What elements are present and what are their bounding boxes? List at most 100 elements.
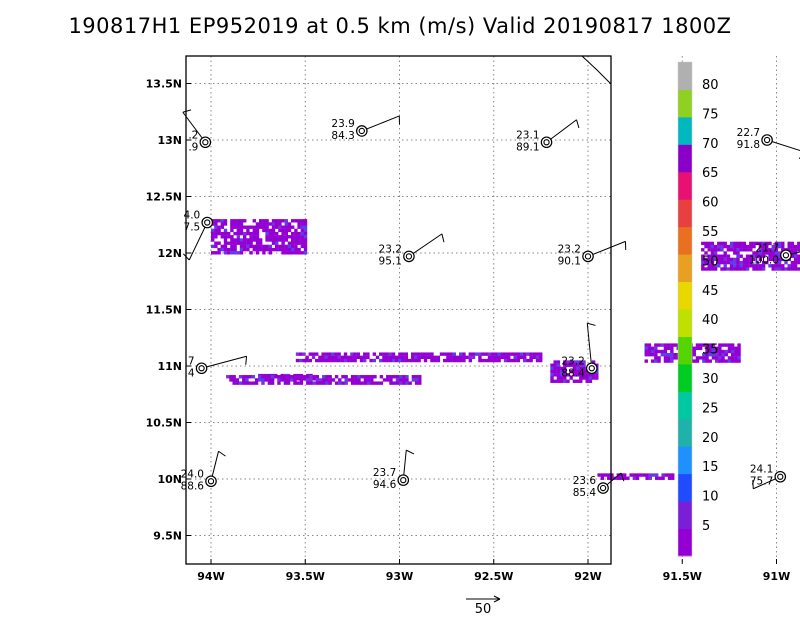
wind-barb-flag [406,449,415,455]
wind-cell [350,358,354,363]
wind-cell [733,267,737,271]
wind-cell [742,267,747,271]
wind-cell [379,358,383,363]
wind-cell [507,355,511,360]
wind-cell [265,222,269,226]
wind-cell [771,248,775,252]
wind-cell [550,379,554,383]
wind-cell [781,241,785,246]
wind-cell [539,352,543,356]
wind-cell [223,228,228,233]
wind-cell [654,353,658,357]
wind-cell [281,225,285,229]
wind-cell [214,241,218,245]
colorbar-label: 80 [702,78,719,93]
wind-cell [793,254,798,258]
wind-cell [768,254,772,258]
wind-cell [382,358,386,363]
wind-cell [579,373,583,377]
wind-cell [271,231,276,236]
wind-cell [710,264,715,268]
wind-cell [726,244,731,249]
wind-cell [755,254,759,258]
wind-cell [284,228,288,233]
wind-cell [308,358,313,363]
wind-cell [510,358,514,363]
wind-cell [322,381,326,385]
wind-cell [569,363,573,367]
wind-cell [271,219,276,223]
wind-cell [726,267,731,271]
wind-cell [658,476,662,480]
wind-cell [575,366,580,371]
wind-cell [733,257,737,262]
wind-cell [297,241,301,245]
colorbar-frame [677,61,693,557]
reference-vector: 50 [466,595,501,617]
wind-cell [306,375,310,379]
wind-cell [566,379,570,383]
wind-cell [286,381,291,385]
wind-cell [704,257,708,262]
wind-barb-flag [587,322,596,326]
wind-cell [303,225,308,229]
station: 23.295.1 [379,233,445,267]
wind-cell [402,378,406,382]
wind-cell [252,225,256,229]
wind-cell [230,225,234,229]
wind-cell [293,378,297,382]
station-marker-inner [599,484,607,492]
wind-cell [294,231,298,236]
wind-cell [559,376,564,380]
station-marker-outer [403,250,415,263]
wind-cell [418,375,422,379]
wind-cell [462,352,466,356]
wind-cell [300,238,304,242]
wind-cell [623,473,627,477]
colorbar-label: 10 [702,490,719,505]
wind-cell [363,378,368,382]
wind-cell [300,241,304,245]
wind-cell [255,247,260,252]
wind-barb-shaft [785,251,800,256]
wind-cell [563,379,567,383]
station-temp: 24.0 [181,468,204,480]
colorbar-swatch [678,473,692,502]
wind-cell [569,369,573,374]
wind-cell [563,363,567,367]
colorbar-swatch [678,391,692,420]
wind-cell [739,244,743,249]
wind-cell [497,352,501,356]
wind-cell [701,264,705,268]
y-tick-label: 9.5N [153,530,182,543]
wind-cell [306,378,310,382]
wind-cell [708,346,712,350]
wind-cell [695,359,700,363]
wind-cell [239,225,244,229]
y-axis: 9.5N 10N 10.5N 11N 11.5N 12N 12.5N 13N 13.5N [146,78,191,543]
wind-cell [777,244,782,249]
wind-cell [793,244,798,249]
station-marker-inner [588,365,595,372]
wind-cell [720,241,724,246]
wind-cell [727,343,732,347]
station-rh: 89.1 [516,141,539,153]
wind-cell [297,247,301,252]
colorbar-swatch [678,89,692,118]
wind-cell [737,356,741,360]
wind-cell [497,355,501,360]
wind-cell [300,225,304,229]
wind-cell [344,381,348,385]
wind-cell [724,359,728,363]
wind-cell [707,267,711,271]
wind-cell [711,346,716,350]
wind-cell [723,244,727,249]
wind-cell [405,378,409,382]
wind-cell [718,353,722,357]
wind-cell [311,355,316,360]
wind-cell [644,343,648,347]
wind-cell [236,228,240,233]
wind-cell [391,355,396,360]
wind-cell [404,352,409,356]
wind-cell [761,248,766,252]
